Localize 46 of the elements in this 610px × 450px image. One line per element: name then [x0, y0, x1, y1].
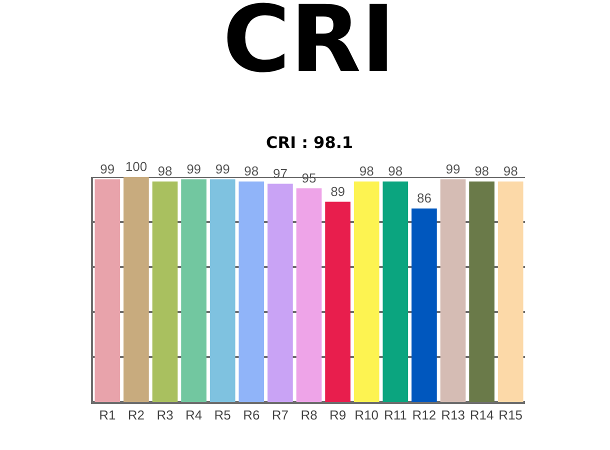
x-tick-label: R5 [214, 408, 231, 423]
chart-subtitle: CRI : 98.1 [266, 133, 354, 152]
bar [382, 182, 408, 402]
data-label: 98 [503, 164, 518, 178]
data-label: 98 [474, 164, 490, 178]
data-label: 98 [244, 164, 259, 178]
bar [412, 208, 437, 402]
bar [296, 188, 322, 402]
bar [94, 179, 120, 402]
x-tick-label: R11 [384, 408, 407, 423]
data-label: 98 [359, 164, 374, 178]
x-tick-label: R14 [470, 408, 494, 423]
x-tick-label: R4 [185, 408, 202, 423]
bar [238, 182, 264, 402]
x-tick-label: R1 [99, 408, 116, 423]
data-label: 100 [125, 159, 148, 174]
x-tick-label: R15 [498, 408, 523, 423]
bar [152, 182, 178, 402]
bar [268, 184, 293, 402]
bar [354, 182, 380, 402]
x-tick-label: R13 [441, 408, 465, 423]
x-tick-label: R7 [272, 408, 289, 423]
x-tick-label: R8 [300, 408, 318, 423]
data-label: 97 [272, 166, 288, 181]
data-label: 86 [416, 190, 432, 206]
data-label: 98 [158, 164, 172, 178]
data-label: 99 [186, 161, 202, 176]
bar [181, 179, 206, 402]
bar [498, 182, 524, 402]
bar [210, 179, 236, 402]
bar [124, 177, 149, 402]
bar [469, 182, 494, 402]
x-tick-label: R10 [354, 408, 379, 423]
data-label: 99 [446, 161, 460, 176]
chart-title: CRI [222, 0, 396, 94]
data-label: 99 [100, 161, 115, 176]
bar [325, 202, 350, 402]
x-tick-label: R12 [412, 408, 436, 423]
x-tick-label: R3 [156, 408, 174, 423]
data-label: 99 [215, 161, 230, 176]
bar [440, 179, 466, 402]
x-tick-label: R9 [329, 408, 346, 423]
data-label: 89 [330, 184, 346, 199]
x-tick-label: R2 [128, 408, 145, 423]
x-tick-label: R6 [243, 408, 260, 423]
data-label: 98 [388, 164, 403, 178]
